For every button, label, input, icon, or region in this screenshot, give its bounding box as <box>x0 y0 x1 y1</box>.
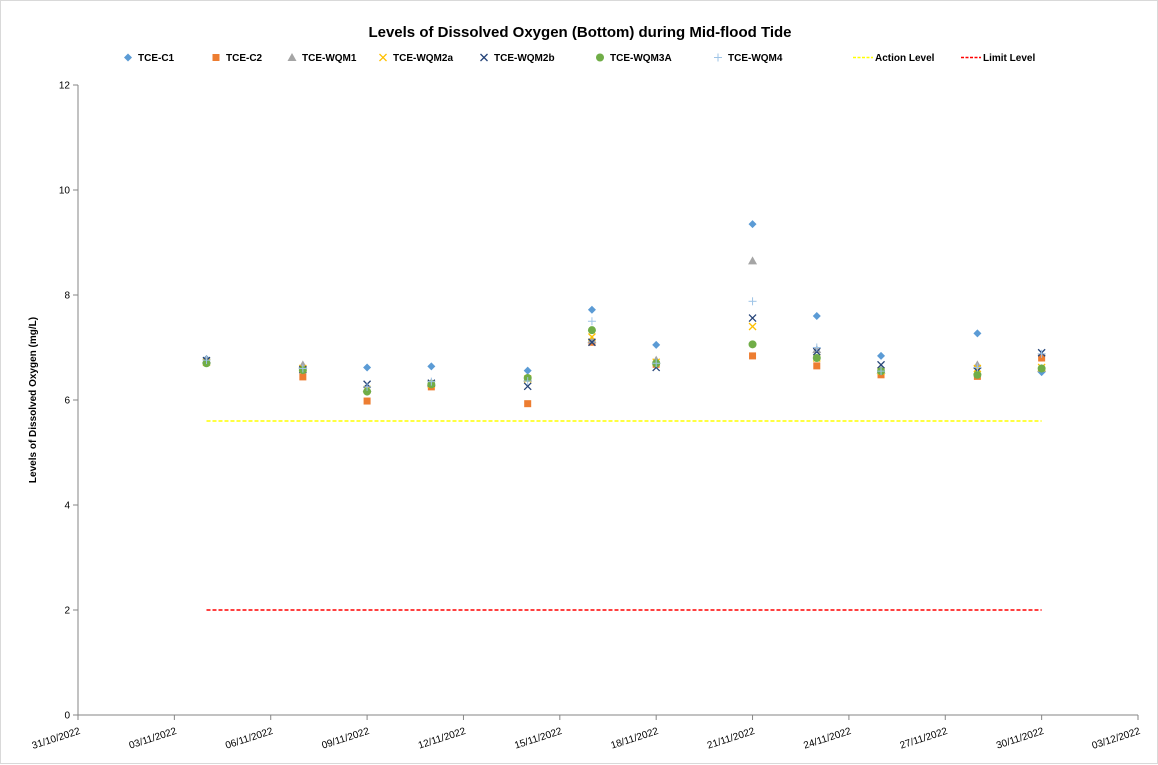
data-point <box>813 362 821 370</box>
legend-label: Limit Level <box>983 53 1035 64</box>
data-point <box>299 373 307 381</box>
data-point-stroke-b <box>748 314 757 323</box>
data-point <box>652 359 661 368</box>
data-point <box>523 382 532 391</box>
data-point-stroke-b <box>523 382 532 391</box>
x-tick-label: 21/11/2022 <box>706 726 757 752</box>
data-point <box>748 314 757 323</box>
data-point <box>812 347 821 356</box>
axes: 0 2 4 6 8 10 12 31/10/2022 03/11/2022 06/11/2022 0… <box>31 81 1142 752</box>
data-point <box>812 343 821 352</box>
data-point <box>1037 349 1046 358</box>
x-tick-label: 30/11/2022 <box>995 726 1046 752</box>
data-point <box>298 364 307 373</box>
data-point <box>748 340 757 349</box>
data-point <box>202 356 211 365</box>
data-point <box>748 256 758 265</box>
data-point-stroke-b <box>812 347 821 356</box>
x-tick-label: 06/11/2022 <box>224 726 275 752</box>
data-point-stroke-b <box>877 360 885 369</box>
legend-marker-stroke-b <box>480 53 488 62</box>
legend-label: TCE-WQM2b <box>494 53 555 64</box>
data-point <box>587 317 596 326</box>
data-point <box>748 322 757 331</box>
y-tick-label: 8 <box>64 291 70 302</box>
series-tce-c1 <box>202 220 1046 377</box>
y-tick-label: 12 <box>59 81 71 92</box>
data-point <box>812 312 821 320</box>
data-point <box>748 297 757 306</box>
y-tick-label: 6 <box>64 396 70 407</box>
data-point-stroke-b <box>748 322 757 331</box>
series-tce-wqm4 <box>202 297 1046 391</box>
legend-marker <box>480 53 488 62</box>
x-tick-label: 24/11/2022 <box>802 726 853 752</box>
data-point <box>523 366 532 375</box>
series-tce-wqm2a <box>202 322 1046 394</box>
x-tick-label: 31/10/2022 <box>31 726 82 752</box>
x-tick-label: 15/11/2022 <box>513 726 564 752</box>
legend-label: TCE-C1 <box>138 53 175 64</box>
data-point <box>587 326 596 335</box>
y-tick-label: 10 <box>59 186 71 197</box>
x-tick-label: 03/12/2022 <box>1091 726 1142 752</box>
legend-label: TCE-WQM2a <box>393 53 453 64</box>
x-tick-label: 18/11/2022 <box>610 726 661 752</box>
data-point <box>363 397 371 405</box>
y-axis-label: Levels of Dissolved Oxygen (mg/L) <box>28 317 39 483</box>
data-point <box>363 387 372 396</box>
data-point <box>877 351 886 360</box>
data-point <box>363 363 372 372</box>
data-point <box>587 338 596 347</box>
data-point <box>973 329 982 338</box>
x-tick-label: 27/11/2022 <box>899 726 950 752</box>
legend-label: Action Level <box>875 53 935 64</box>
series-tce-wqm2b <box>202 314 1046 391</box>
y-tick-label: 0 <box>64 711 70 722</box>
data-point <box>877 367 886 376</box>
x-tick-label: 12/11/2022 <box>417 726 468 752</box>
data-point <box>748 220 757 229</box>
data-point <box>363 382 372 391</box>
x-tick-label: 09/11/2022 <box>321 726 372 752</box>
legend-label: TCE-WQM1 <box>302 53 357 64</box>
legend-marker-stroke-b <box>379 53 387 62</box>
data-point <box>973 370 982 379</box>
series-tce-wqm3a <box>202 326 1046 396</box>
legend-label: TCE-WQM3A <box>610 53 672 64</box>
y-tick-label: 4 <box>64 501 70 512</box>
data-point <box>587 305 596 314</box>
data-point <box>427 362 436 371</box>
data-point <box>1038 354 1046 362</box>
legend-marker <box>212 54 220 61</box>
legend-marker <box>287 53 297 61</box>
data-point <box>1037 364 1046 373</box>
legend-label: TCE-WQM4 <box>728 53 783 64</box>
data-point-stroke-b <box>587 338 596 347</box>
legend-marker <box>379 53 387 62</box>
data-point <box>652 340 661 349</box>
x-tick-label: 03/11/2022 <box>128 726 179 752</box>
data-point <box>524 400 532 408</box>
legend: TCE-C1 TCE-C2 TCE-WQM1 TCE-WQM2a TCE-WQM2b TC… <box>124 53 1035 64</box>
legend-marker <box>124 53 132 62</box>
reference-lines <box>206 420 1042 611</box>
data-point <box>587 335 597 344</box>
data-point <box>749 352 757 360</box>
data-point <box>973 363 982 372</box>
series-tce-c2 <box>299 338 1046 408</box>
data-point <box>427 377 436 386</box>
data-point <box>523 377 532 386</box>
series-tce-wqm1 <box>201 256 1047 392</box>
legend-marker <box>714 53 722 62</box>
legend-label: TCE-C2 <box>226 53 263 64</box>
chart-title: Levels of Dissolved Oxygen (Bottom) duri… <box>368 24 791 41</box>
y-tick-label: 2 <box>64 606 70 617</box>
legend-marker <box>596 53 604 62</box>
data-point <box>812 354 821 362</box>
data-points <box>201 220 1047 408</box>
data-point <box>877 360 885 369</box>
